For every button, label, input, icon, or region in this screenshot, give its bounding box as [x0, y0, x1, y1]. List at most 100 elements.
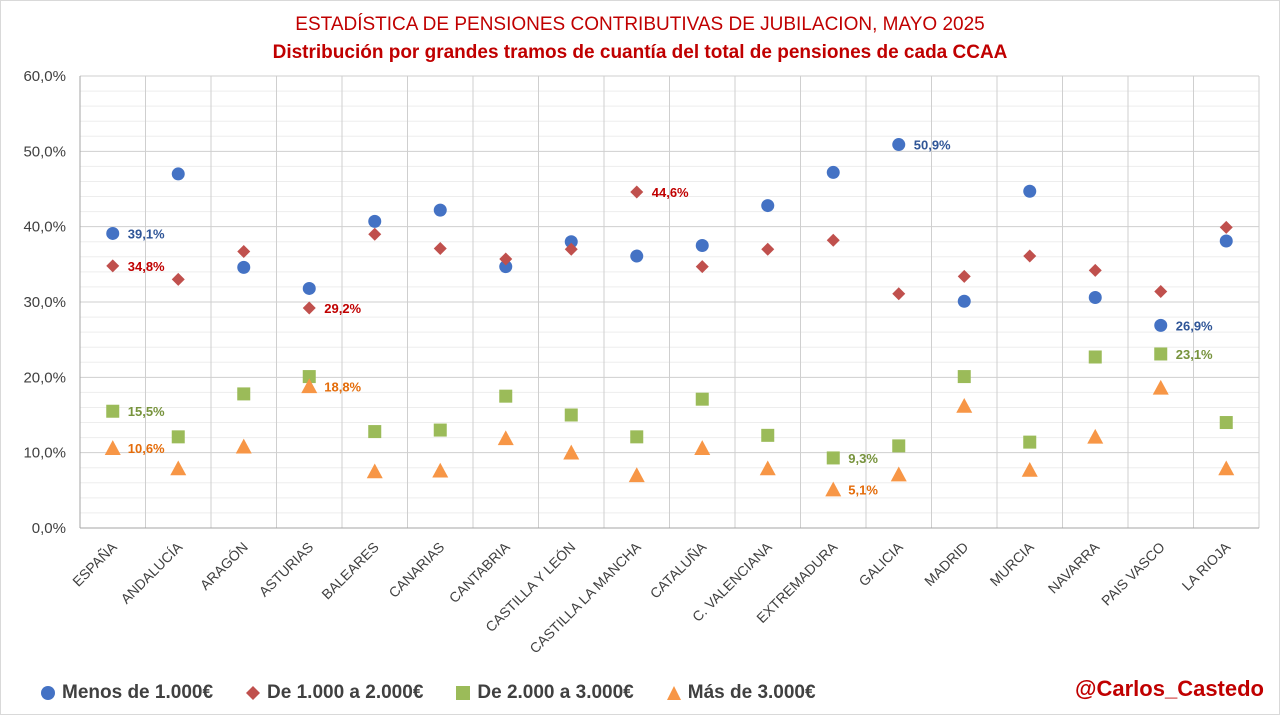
data-point-circle: [1154, 318, 1168, 332]
data-point-square: [499, 389, 513, 403]
data-point-circle: [171, 167, 185, 181]
data-point-square: [171, 430, 185, 444]
data-label: 9,3%: [848, 451, 878, 466]
data-point-square: [1088, 350, 1102, 364]
data-point-diamond: [630, 185, 644, 199]
y-tick-label: 10,0%: [23, 445, 66, 462]
data-point-triangle: [366, 463, 383, 479]
data-point-square: [957, 370, 971, 384]
data-point-triangle: [1152, 379, 1169, 395]
data-point-diamond: [892, 287, 906, 301]
legend-label: Menos de 1.000€: [62, 682, 214, 703]
data-point-circle: [1023, 184, 1037, 198]
data-point-circle: [892, 138, 906, 152]
data-point-circle: [499, 260, 513, 274]
data-point-square: [1023, 435, 1037, 449]
legend-item: Más de 3.000€: [666, 682, 816, 704]
legend-triangle-icon: [666, 686, 681, 700]
data-point-square: [761, 428, 775, 442]
chart-subtitle: Distribución por grandes tramos de cuant…: [272, 42, 1008, 63]
data-point-diamond: [695, 260, 709, 274]
data-point-square: [433, 423, 447, 437]
data-point-circle: [368, 214, 382, 228]
data-point-diamond: [237, 245, 251, 259]
y-tick-label: 30,0%: [23, 294, 66, 311]
x-category-label: ANDALUCÍA: [117, 538, 185, 606]
data-point-diamond: [564, 242, 578, 256]
data-point-square: [892, 439, 906, 453]
data-point-square: [368, 425, 382, 439]
data-point-circle: [761, 199, 775, 213]
chart-title: ESTADÍSTICA DE PENSIONES CONTRIBUTIVAS D…: [295, 14, 985, 35]
data-point-diamond: [171, 272, 185, 286]
x-category-label: ASTURIAS: [256, 539, 317, 600]
data-point-triangle: [170, 460, 187, 476]
data-point-triangle: [759, 460, 776, 476]
data-label: 50,9%: [914, 138, 951, 153]
data-point-triangle: [104, 440, 121, 455]
data-point-triangle: [432, 462, 449, 478]
legend-item: De 2.000 a 3.000€: [455, 682, 634, 704]
data-point-diamond: [499, 252, 513, 266]
x-category-label: GALICIA: [855, 538, 906, 589]
data-point-circle: [1219, 234, 1233, 248]
data-point-square: [826, 451, 840, 465]
x-category-label: CATALUÑA: [647, 538, 710, 601]
y-tick-label: 50,0%: [23, 143, 66, 160]
data-point-square: [302, 370, 316, 384]
data-point-circle: [302, 281, 316, 295]
legend-item: De 1.000 a 2.000€: [245, 682, 423, 704]
data-point-square: [237, 387, 251, 401]
data-point-triangle: [1218, 460, 1235, 476]
x-category-label: ESPAÑA: [69, 538, 120, 589]
data-point-triangle: [235, 438, 252, 454]
data-label: 29,2%: [324, 301, 361, 316]
y-tick-label: 20,0%: [23, 369, 66, 386]
data-point-square: [106, 404, 120, 418]
data-point-diamond: [302, 301, 316, 315]
legend-label: De 1.000 a 2.000€: [267, 682, 424, 703]
data-point-triangle: [694, 440, 711, 455]
data-point-diamond: [433, 242, 447, 256]
x-category-label: ARAGÓN: [197, 539, 251, 593]
data-point-circle: [433, 203, 447, 217]
data-label: 39,1%: [128, 226, 165, 241]
data-point-circle: [237, 260, 251, 274]
legend-item: Menos de 1.000€: [40, 682, 213, 704]
data-point-diamond: [1154, 284, 1168, 298]
data-point-triangle: [628, 467, 645, 483]
data-point-diamond: [106, 259, 120, 273]
data-point-triangle: [497, 430, 514, 446]
data-point-circle: [957, 294, 971, 308]
legend-square-icon: [456, 686, 471, 700]
data-label: 18,8%: [324, 379, 361, 394]
x-category-label: MADRID: [921, 539, 971, 589]
author-credit: @Carlos_Castedo: [1075, 676, 1264, 701]
data-label: 23,1%: [1176, 347, 1213, 362]
legend-diamond-icon: [246, 686, 261, 700]
data-point-triangle: [956, 397, 973, 413]
data-point-diamond: [761, 242, 775, 256]
data-point-square: [564, 408, 578, 422]
data-point-triangle: [301, 378, 318, 394]
y-tick-label: 40,0%: [23, 219, 66, 236]
data-point-square: [695, 392, 709, 406]
data-label: 34,8%: [128, 259, 165, 274]
data-label: 5,1%: [848, 483, 878, 498]
x-category-label: CANARIAS: [385, 539, 447, 601]
x-category-label: CANTABRIA: [446, 538, 514, 606]
data-point-triangle: [1021, 461, 1038, 477]
data-point-circle: [564, 235, 578, 249]
x-category-label: PAIS VASCO: [1098, 539, 1168, 609]
x-category-label: LA RIOJA: [1179, 538, 1234, 593]
legend-label: Más de 3.000€: [687, 682, 816, 703]
x-category-label: NAVARRA: [1045, 538, 1103, 596]
data-label: 26,9%: [1176, 318, 1213, 333]
x-category-label: CASTILLA LA MANCHA: [526, 538, 644, 656]
data-point-triangle: [563, 444, 580, 460]
data-point-square: [630, 430, 644, 444]
data-point-diamond: [826, 233, 840, 247]
legend-label: De 2.000 a 3.000€: [477, 682, 634, 703]
data-point-diamond: [1088, 263, 1102, 277]
